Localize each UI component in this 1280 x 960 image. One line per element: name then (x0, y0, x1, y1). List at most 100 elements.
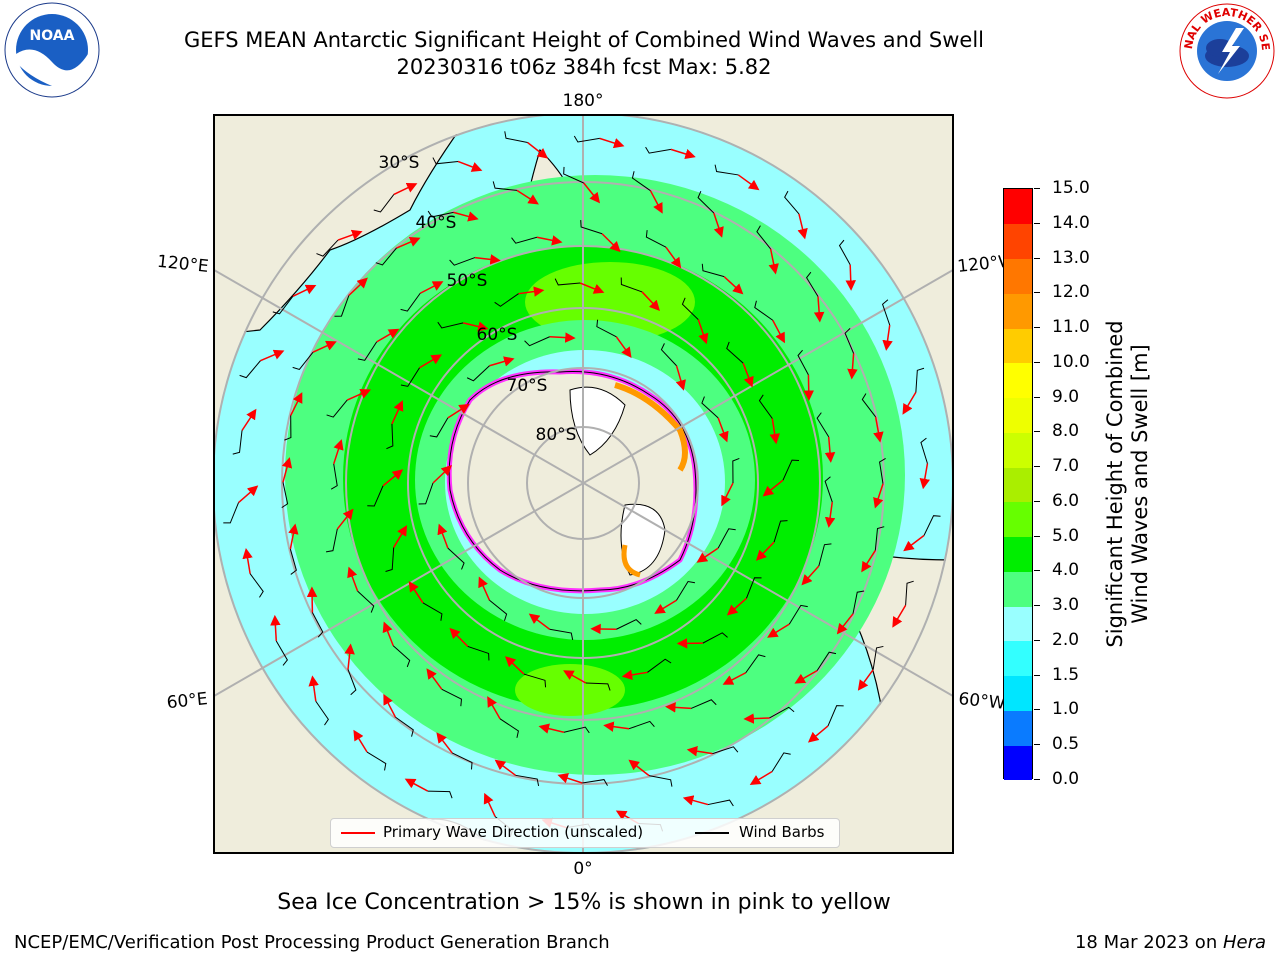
colorbar-tick-label: 11.0 (1052, 317, 1090, 338)
wind-barb (523, 673, 547, 688)
antarctica-coastline (448, 371, 697, 592)
lon-label-180: 180° (563, 91, 604, 111)
wave-direction-arrow (601, 233, 621, 253)
wave-direction-arrow (382, 469, 404, 487)
lat-label-50s: 50°S (447, 271, 488, 291)
wind-barb (427, 210, 454, 218)
colorbar-tick-mark (1034, 257, 1040, 259)
wind-barb (524, 336, 550, 347)
wave-direction-arrow (603, 721, 630, 732)
wind-barb (582, 779, 608, 786)
colorbar-segment (1004, 328, 1032, 364)
map-legend: Primary Wave Direction (unscaled) Wind B… (330, 818, 840, 848)
wave-direction-arrow (457, 160, 483, 172)
wave-direction-arrow (241, 408, 257, 431)
colorbar-tick-mark (1034, 431, 1040, 433)
wind-barb (797, 349, 809, 376)
wind-barb (852, 590, 865, 614)
wave-direction-arrow (654, 599, 677, 614)
wave-direction-arrow (536, 235, 563, 246)
wind-barb (292, 351, 314, 371)
footer-machine: Hera (1222, 932, 1266, 953)
graticule (214, 115, 953, 853)
wind-barb (367, 485, 384, 507)
wave-direction-arrow (487, 696, 501, 720)
wind-barb (717, 528, 736, 549)
wave-direction-arrow (436, 732, 453, 754)
lon-label-60e: 60°E (166, 689, 209, 713)
wind-barb (311, 612, 324, 638)
wind-barb (284, 415, 292, 441)
wind-barb (432, 157, 459, 165)
wind-barb (272, 296, 294, 315)
wave-direction-arrow (769, 418, 780, 445)
wind-barb (334, 295, 350, 317)
wave-direction-arrow (419, 281, 444, 294)
vector-field (223, 131, 941, 838)
wave-direction-arrow (312, 340, 337, 353)
colorbar-tick-mark (1034, 639, 1040, 641)
wave-direction-arrow (641, 291, 660, 311)
wave-direction-arrow (528, 613, 551, 630)
wind-barb (690, 699, 717, 709)
wind-barb (585, 682, 611, 691)
colorbar-tick-label: 7.0 (1052, 456, 1080, 477)
wind-barb (385, 547, 395, 573)
wind-barb (816, 651, 837, 671)
wave-direction-arrow (447, 403, 470, 419)
wave-direction-arrow (824, 436, 836, 463)
wind-barb (628, 720, 655, 730)
wind-barb (788, 604, 808, 625)
wave-direction-arrow (557, 773, 583, 784)
wave-direction-arrow (260, 349, 285, 362)
wind-barb (447, 547, 465, 570)
lat-label-70s: 70°S (507, 376, 548, 396)
wave-direction-arrow (346, 388, 372, 401)
colorbar-tick-label: 13.0 (1052, 247, 1090, 268)
wave-direction-arrow (333, 439, 344, 465)
wind-barb (223, 502, 240, 524)
wind-barb (784, 190, 800, 215)
wave-direction-arrow (794, 669, 818, 684)
wave-direction-arrow (801, 565, 820, 586)
wind-barb (330, 463, 338, 490)
colorbar-segment (1004, 710, 1032, 746)
wave-direction-arrow (391, 400, 404, 425)
wave-direction-arrow (336, 508, 354, 530)
wind-barb (449, 257, 476, 266)
wind-barb (325, 528, 338, 553)
colorbar-tick-mark (1034, 327, 1040, 329)
colorbar-title-line2: Wind Waves and Swell [m] (1128, 344, 1152, 624)
wind-barb (874, 526, 885, 551)
colorbar-tick-label: 4.0 (1052, 560, 1080, 581)
colorbar-tick-label: 14.0 (1052, 212, 1090, 233)
wave-direction-arrow (583, 182, 601, 204)
wave-direction-arrow (288, 523, 299, 550)
wave-direction-arrow (494, 759, 516, 776)
legend-swatch-wind-barbs (695, 832, 729, 834)
wind-barb (818, 543, 832, 567)
wave-direction-arrow (743, 713, 770, 724)
wind-barb (400, 367, 420, 387)
colorbar-segment (1004, 467, 1032, 503)
wind-barb (427, 790, 453, 799)
colorbar-tick-mark (1034, 222, 1040, 224)
wind-barb (861, 393, 877, 418)
nws-logo: NATIONAL WEATHER SERVICE (1178, 2, 1275, 99)
colorbar (1003, 188, 1033, 781)
wave-direction-arrow (516, 189, 539, 205)
wind-barb (563, 166, 584, 184)
wave-direction-arrow (670, 148, 696, 160)
wind-barb (773, 520, 788, 543)
wind-barb (745, 577, 762, 599)
wind-barb (754, 300, 774, 321)
wind-barb (466, 365, 490, 382)
wave-direction-arrow (675, 365, 686, 391)
colorbar-tick-mark (1034, 674, 1040, 676)
wave-direction-arrow (861, 550, 876, 573)
wave-direction-arrow (437, 523, 449, 549)
lat-label-80s: 80°S (536, 425, 577, 445)
colorbar-tick-mark (1034, 361, 1040, 363)
wind-barb (702, 632, 728, 644)
wave-direction-arrow (281, 457, 293, 483)
